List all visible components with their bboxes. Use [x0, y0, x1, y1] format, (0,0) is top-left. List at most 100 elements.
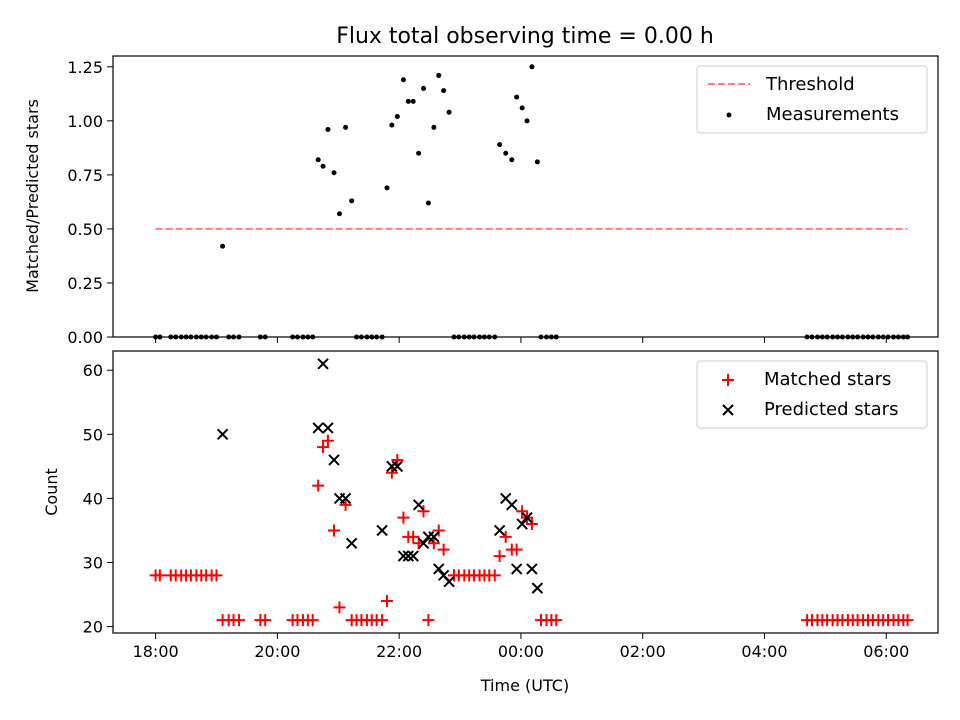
matched-star-point [499, 530, 512, 543]
measurement-point [300, 334, 306, 340]
measurement-point [421, 85, 427, 91]
matched-star-point [306, 614, 319, 627]
measurement-point [835, 334, 841, 340]
x-tick-label: 00:00 [498, 642, 544, 661]
matched-star-point [437, 543, 450, 556]
y-tick-label: 1.25 [67, 58, 103, 77]
x-tick-label: 22:00 [376, 642, 422, 661]
measurement-point [394, 114, 400, 120]
measurement-point [503, 150, 509, 156]
predicted-star-point [417, 537, 430, 549]
measurement-point [875, 334, 881, 340]
predicted-star-point [510, 563, 523, 575]
matched-star-point [427, 537, 440, 550]
measurement-point [336, 211, 342, 217]
axes-frame [112, 55, 939, 338]
measurement-point [548, 334, 554, 340]
matched-stars-legend-label: Matched stars [764, 369, 891, 390]
x-tick-label: 06:00 [863, 642, 909, 661]
y-tick-label: 30 [83, 554, 103, 573]
matched-star-point [407, 530, 420, 543]
y-tick-label: 0.50 [67, 220, 103, 239]
predicted-star-point [322, 422, 334, 434]
measurement-point [410, 98, 416, 104]
matched-star-point [259, 614, 272, 627]
measurements-legend-icon [726, 112, 732, 118]
measurement-point [331, 170, 337, 176]
measurement-point [855, 334, 861, 340]
measurement-point [466, 334, 472, 340]
y-tick-label: 0.25 [67, 274, 103, 293]
measurement-point [492, 334, 498, 340]
measurement-point [431, 124, 437, 130]
y-tick-label: 60 [83, 361, 103, 380]
measurement-point [198, 334, 204, 340]
measurement-point [193, 334, 199, 340]
axes-frame [112, 350, 939, 634]
measurement-point [214, 334, 220, 340]
matched-star-point [901, 614, 914, 627]
measurement-point [860, 334, 866, 340]
measurement-point [839, 334, 845, 340]
matched-star-point [153, 569, 166, 582]
measurement-point [885, 334, 891, 340]
measurement-point [349, 198, 355, 204]
measurement-point [814, 334, 820, 340]
measurement-point [456, 334, 462, 340]
predicted-star-point [531, 582, 544, 594]
measurement-point [524, 118, 530, 124]
measurement-point [343, 124, 349, 130]
measurement-point [305, 334, 311, 340]
predicted-star-point [493, 524, 506, 537]
predicted-star-point [317, 358, 329, 370]
matched-star-point [317, 441, 330, 454]
matched-star-point [550, 614, 563, 627]
measurement-point [178, 334, 184, 340]
measurement-point [262, 334, 268, 340]
bottom-axes: 18:00 20:00 22:00 00:00 02:00 04:00 06:00 20 30 4… [83, 350, 939, 661]
measurement-point [374, 334, 380, 340]
x-tick-label: 02:00 [620, 642, 666, 661]
predicted-star-point [443, 576, 455, 588]
measurement-point [481, 334, 487, 340]
matched-star-point [385, 466, 398, 479]
predicted-star-point [506, 499, 518, 511]
measurement-point [315, 157, 321, 163]
measurement-point [538, 334, 544, 340]
matched-star-point [397, 511, 410, 524]
predicted-star-point [407, 550, 419, 562]
y-tick-label: 0.00 [67, 328, 103, 347]
measurement-point [400, 77, 406, 83]
y-tick-label: 1.00 [67, 112, 103, 131]
measurement-point [819, 334, 825, 340]
predicted-star-point [312, 422, 324, 434]
matched-star-point [510, 543, 523, 556]
matched-star-point [417, 505, 430, 518]
predicted-star-point [216, 428, 229, 441]
measurement-point [231, 334, 237, 340]
measurement-point [220, 243, 226, 249]
predicted-star-point [328, 454, 340, 466]
measurement-point [188, 334, 194, 340]
measurement-point [544, 334, 550, 340]
measurement-point [830, 334, 836, 340]
measurement-point [168, 334, 174, 340]
measurement-point [416, 150, 422, 156]
measurement-point [203, 334, 209, 340]
matched-star-point [516, 505, 529, 518]
predicted-star-point [412, 499, 425, 511]
x-axis-label: Time (UTC) [480, 676, 569, 695]
measurement-point [425, 200, 431, 206]
x-tick-label: 04:00 [741, 642, 787, 661]
bottom-legend: Matched stars Predicted stars [696, 360, 928, 429]
measurement-point [153, 334, 159, 340]
measurement-point [865, 334, 871, 340]
measurement-point [364, 334, 370, 340]
measurement-point [379, 334, 385, 340]
matched-star-point [422, 614, 435, 627]
matched-star-point [432, 524, 445, 537]
measurement-point [870, 334, 876, 340]
bottom-y-axis-label: Count [42, 468, 61, 516]
matched-star-point [210, 569, 223, 582]
predicted-stars-legend-label: Predicted stars [764, 399, 898, 420]
